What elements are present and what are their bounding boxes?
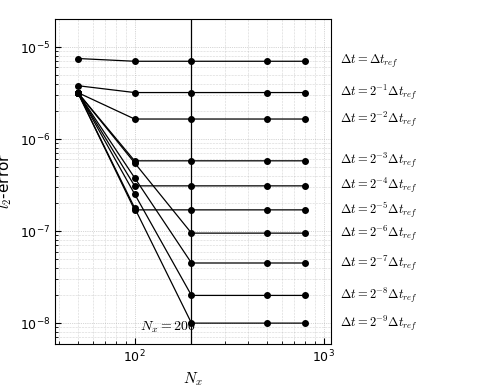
Text: $\Delta t = 2^{-8}\Delta t_{ref}$: $\Delta t = 2^{-8}\Delta t_{ref}$ <box>339 286 416 305</box>
Y-axis label: $l_2$-error: $l_2$-error <box>0 154 15 209</box>
Text: $\Delta t = 2^{-2}\Delta t_{ref}$: $\Delta t = 2^{-2}\Delta t_{ref}$ <box>339 110 416 129</box>
Text: $\Delta t = 2^{-1}\Delta t_{ref}$: $\Delta t = 2^{-1}\Delta t_{ref}$ <box>339 83 416 102</box>
Text: $\Delta t = 2^{-7}\Delta t_{ref}$: $\Delta t = 2^{-7}\Delta t_{ref}$ <box>339 254 416 273</box>
X-axis label: $N_x$: $N_x$ <box>183 371 203 386</box>
Text: $\Delta t = 2^{-6}\Delta t_{ref}$: $\Delta t = 2^{-6}\Delta t_{ref}$ <box>339 223 416 243</box>
Text: $\Delta t = \Delta t_{ref}$: $\Delta t = \Delta t_{ref}$ <box>339 53 398 70</box>
Text: $N_x = 200$: $N_x = 200$ <box>140 319 195 335</box>
Text: $\Delta t = 2^{-4}\Delta t_{ref}$: $\Delta t = 2^{-4}\Delta t_{ref}$ <box>339 176 416 195</box>
Text: $\Delta t = 2^{-3}\Delta t_{ref}$: $\Delta t = 2^{-3}\Delta t_{ref}$ <box>339 151 416 170</box>
Text: $\Delta t = 2^{-9}\Delta t_{ref}$: $\Delta t = 2^{-9}\Delta t_{ref}$ <box>339 313 416 333</box>
Text: $\Delta t = 2^{-5}\Delta t_{ref}$: $\Delta t = 2^{-5}\Delta t_{ref}$ <box>339 200 416 220</box>
